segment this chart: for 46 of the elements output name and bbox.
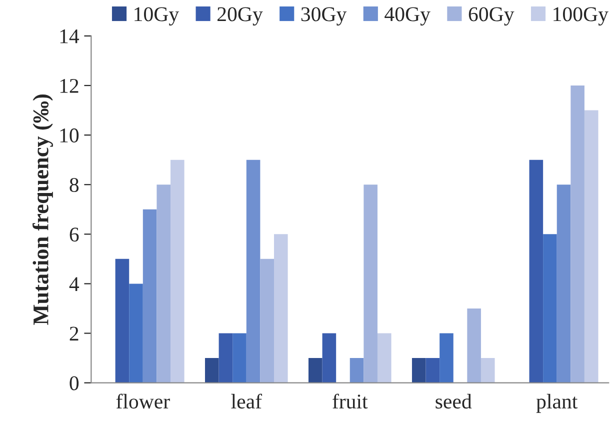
bar	[364, 184, 378, 383]
bar	[274, 234, 288, 383]
y-axis-title: Mutation frequency (‰)	[32, 94, 53, 325]
x-tick-label: leaf	[231, 394, 262, 409]
bar	[440, 333, 454, 383]
y-tick-label: 6	[70, 228, 79, 242]
x-tick-label: plant	[536, 394, 578, 413]
y-tick-label: 0	[70, 376, 79, 390]
y-tick-label: 8	[70, 178, 79, 192]
bar	[246, 160, 260, 383]
x-tick-label: seed	[436, 394, 472, 409]
bar	[543, 234, 557, 383]
bar	[350, 358, 364, 383]
bar	[412, 358, 426, 383]
y-tick-label: 12	[60, 78, 78, 93]
bar	[570, 86, 584, 383]
legend-label: 100Gy	[554, 7, 608, 26]
legend-label: 30Gy	[301, 7, 347, 26]
bar	[170, 160, 184, 383]
bar	[480, 358, 495, 383]
y-tick-label: 10	[60, 128, 79, 142]
x-tick-label: fruit	[332, 394, 368, 409]
y-tick-label: 2	[70, 326, 78, 340]
bar	[322, 333, 336, 383]
bar	[377, 333, 392, 383]
legend-label: 10Gy	[134, 7, 180, 26]
bar	[142, 209, 157, 383]
bar	[467, 308, 481, 383]
bar	[115, 258, 130, 383]
bar	[156, 184, 171, 383]
y-tick-label: 4	[69, 277, 80, 291]
legend-label: 40Gy	[384, 7, 430, 26]
x-tick-label: flower	[116, 394, 170, 409]
y-tick-label: 14	[60, 29, 80, 44]
bar	[584, 110, 598, 383]
bar	[129, 284, 143, 383]
bar	[205, 358, 219, 383]
bar	[232, 333, 246, 383]
legend-label: 20Gy	[218, 7, 263, 26]
bar	[218, 333, 233, 383]
bar	[529, 160, 544, 383]
bar	[260, 258, 274, 383]
legend-label: 60Gy	[468, 7, 514, 26]
bar	[308, 358, 322, 383]
bar	[556, 184, 571, 383]
bar	[426, 358, 440, 383]
